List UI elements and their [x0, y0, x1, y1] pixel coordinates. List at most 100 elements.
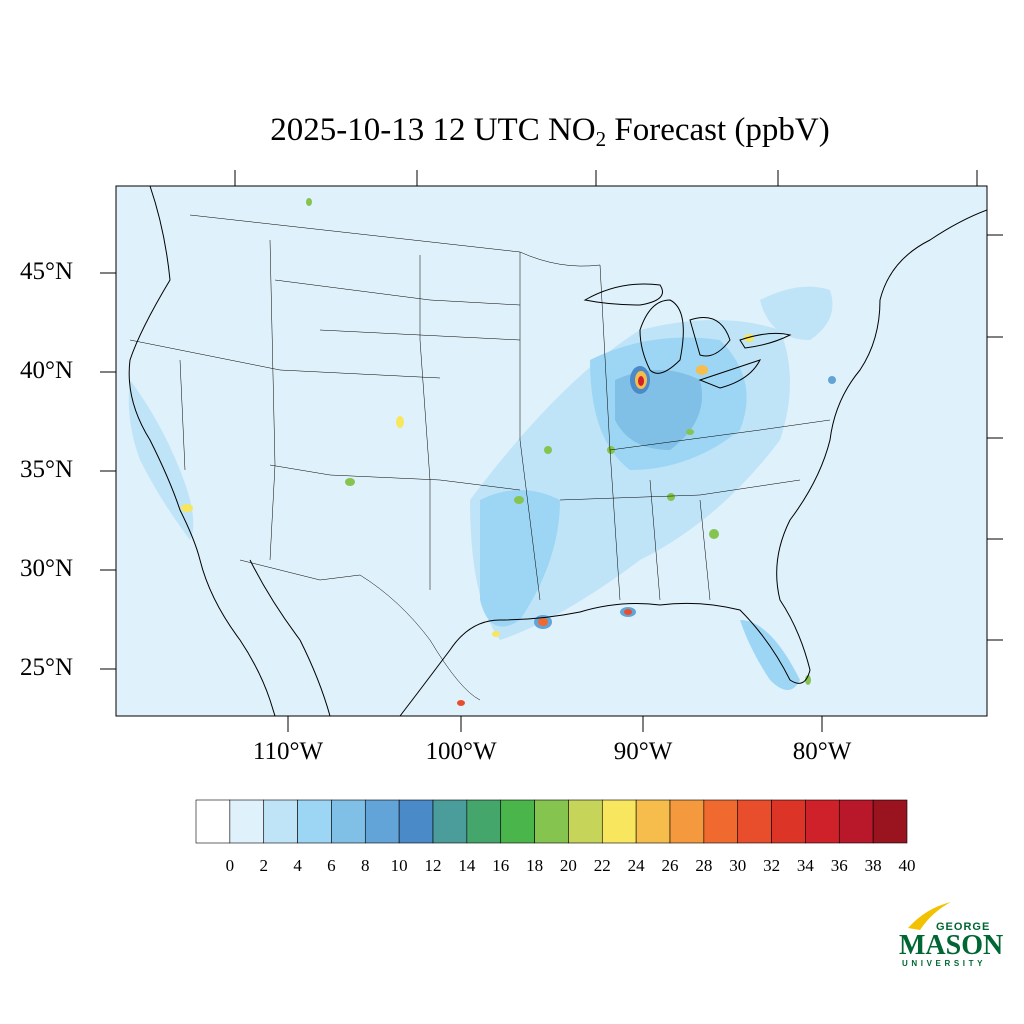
colorbar-tick-label: 26 [661, 856, 679, 875]
gulf-of-california-coastline [249, 559, 331, 716]
colorbar-tick-label: 2 [259, 856, 268, 875]
field-region-florida [740, 620, 800, 690]
hotspot-phoenix [345, 478, 355, 486]
colorbar-tick-label: 36 [830, 856, 848, 875]
border-georgia [699, 499, 711, 601]
colorbar-tick-label: 0 [225, 856, 235, 875]
colorbar-tick-label: 18 [526, 856, 544, 875]
colorbar-tick-label: 40 [898, 856, 916, 875]
george-mason-logo: GEORGE MASON UNIVERSITY [899, 902, 1003, 968]
colorbar-tick-label: 10 [390, 856, 408, 875]
coastlines [128, 186, 987, 716]
colorbar-box [500, 799, 535, 844]
title-subscript: 2 [595, 127, 607, 151]
colorbar-tick-label: 12 [424, 856, 442, 875]
colorbar-box [568, 799, 603, 844]
border-meridian-100 [419, 255, 431, 590]
hotspot-toronto [744, 334, 754, 342]
left-ticks [100, 272, 116, 670]
colorbar-box [534, 799, 569, 844]
logo-university: UNIVERSITY [902, 959, 986, 968]
logo-mason: MASON [899, 930, 1003, 961]
hotspot-new-orleans [624, 609, 632, 615]
border-mountain-west [269, 239, 276, 561]
colorbar-box [771, 799, 806, 844]
hotspot-calgary [306, 198, 312, 206]
colorbar-box [737, 799, 772, 844]
field-region-texas [480, 490, 560, 627]
hotspot-kansas-city [544, 446, 552, 454]
mexico-border [239, 559, 481, 701]
lat-label-25: 25°N [20, 654, 74, 681]
colorbar-box [703, 799, 739, 844]
colorbar-tick-label: 28 [695, 856, 713, 875]
bottom-ticks [287, 716, 823, 732]
border-tennessee [559, 479, 801, 501]
hotspot-denver [396, 416, 404, 428]
hotspot-los-angeles [181, 504, 193, 512]
lon-label-90w: 90°W [613, 738, 673, 765]
lon-label-80w: 80°W [792, 738, 852, 765]
border-nevada [179, 359, 186, 471]
colorbar-box [838, 799, 874, 844]
lat-label-35: 35°N [20, 456, 74, 483]
colorbar-box [331, 799, 366, 844]
field-region-northeast [760, 286, 833, 340]
border-north-tier [274, 279, 521, 306]
map-title: 2025-10-13 12 UTC NO2 Forecast (ppbV) [0, 112, 1024, 152]
hotspot-nyc [828, 376, 836, 384]
lake-erie [698, 359, 761, 389]
colorbar-box [805, 799, 840, 844]
hotspot-chicago-core [638, 376, 644, 386]
lake-huron [689, 317, 731, 357]
map-frame [115, 185, 988, 717]
state-borders [129, 214, 831, 701]
colorbar-tick-label: 6 [327, 856, 336, 875]
colorbar-tick-label: 34 [796, 856, 814, 875]
top-ticks [234, 170, 978, 186]
right-ticks [987, 234, 1003, 641]
logo-swoosh [908, 902, 951, 930]
concentration-field [128, 198, 836, 706]
colorbar-box [297, 799, 332, 844]
lake-ontario [739, 332, 792, 349]
colorbar-tick-label: 14 [458, 856, 476, 875]
colorbar-tick-label: 22 [593, 856, 611, 875]
colorbar-box [263, 799, 298, 844]
colorbar-tick-label: 8 [361, 856, 370, 875]
hotspot-miami [805, 675, 811, 685]
hotspot-birmingham [667, 493, 675, 501]
colorbar-box [635, 799, 671, 844]
colorbar-tick-label: 20 [559, 856, 577, 875]
hotspot-san-antonio [492, 631, 500, 637]
gulf-atlantic-coastline [399, 209, 987, 716]
lake-michigan [639, 299, 684, 374]
lon-label-110w: 110°W [252, 738, 324, 765]
colorbar-tick-label: 4 [293, 856, 302, 875]
lat-label-30: 30°N [20, 555, 74, 582]
hotspot-indianapolis [686, 429, 694, 435]
hotspot-monterrey [457, 700, 465, 706]
canada-border [189, 214, 601, 267]
colorbar-box [872, 799, 908, 844]
colorbar-box [466, 799, 502, 844]
border-alabama [649, 479, 661, 601]
border-mississippi-west [519, 252, 541, 601]
hotspot-atlanta [709, 529, 719, 539]
colorbar-box [669, 799, 705, 844]
colorbar-tick-label: 32 [763, 856, 781, 875]
colorbar-tick-label: 38 [864, 856, 882, 875]
border-central-west [129, 339, 441, 379]
colorbar-box [229, 799, 265, 844]
pacific-coastline [128, 186, 276, 716]
border-four-corners [269, 464, 521, 491]
colorbar-tick-label: 24 [627, 856, 645, 875]
colorbar-tick-label: 16 [492, 856, 510, 875]
lake-superior [583, 283, 663, 306]
lon-label-100w: 100°W [425, 738, 497, 765]
colorbar-box [432, 799, 468, 844]
hotspot-detroit [696, 365, 708, 375]
border-ohio-river [609, 419, 831, 451]
title-text: 2025-10-13 12 UTC NO [270, 112, 596, 148]
